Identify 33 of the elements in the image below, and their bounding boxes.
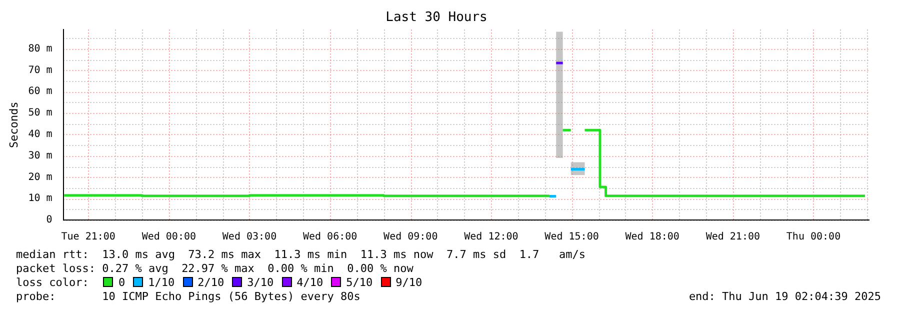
y-tick-label: 0 (46, 214, 52, 226)
y-tick-label: 30 m (28, 150, 52, 162)
y-tick-label: 20 m (28, 172, 52, 183)
x-tick-label: Wed 00:00 (142, 232, 196, 243)
legend-label: 3/10 (247, 276, 274, 289)
y-tick-label: 60 m (28, 86, 52, 98)
legend-title: loss color: (16, 276, 89, 289)
y-tick-label: 80 m (28, 43, 52, 54)
x-tick-label: Wed 21:00 (706, 232, 760, 243)
x-tick-label: Wed 12:00 (464, 232, 518, 243)
text: packet loss: 0.27 % avg 22.97 % max 0.00 % min 0.00 % now (16, 262, 414, 275)
x-tick-label: Wed 09:00 (384, 232, 438, 243)
x-tick-label: Wed 15:00 (544, 232, 599, 243)
chart-title: Last 30 Hours (386, 10, 488, 26)
legend-label: 2/10 (198, 276, 224, 289)
x-tick-label: Wed 06:00 (302, 232, 358, 243)
legend-label: 1/10 (148, 276, 175, 289)
x-tick-label: Wed 03:00 (222, 232, 277, 243)
y-tick-label: 40 m (28, 129, 52, 140)
y-tick-label: 70 m (28, 64, 52, 76)
x-tick-label: Wed 18:00 (625, 232, 680, 243)
y-tick-label: 10 m (28, 193, 52, 204)
legend-label: 0 (118, 276, 126, 289)
text: median rtt: 13.0 ms avg 73.2 ms max 11.3 ms min 11.3 ms now 7.7 ms sd 1.7 am/s (16, 248, 586, 261)
y-tick-label: 50 m (28, 108, 52, 119)
y-axis-title: Seconds (7, 102, 20, 148)
x-tick-label: Tue 21:00 (61, 232, 116, 243)
legend-label: 4/10 (296, 276, 324, 289)
legend-label: 9/10 (396, 276, 422, 289)
legend-label: 5/10 (346, 276, 373, 289)
text: probe: 10 ICMP Echo Pings (56 Bytes) every 80s (16, 290, 360, 303)
text: end: Thu Jun 19 02:04:39 2025 (688, 290, 881, 303)
x-tick-label: Thu 00:00 (786, 232, 841, 243)
